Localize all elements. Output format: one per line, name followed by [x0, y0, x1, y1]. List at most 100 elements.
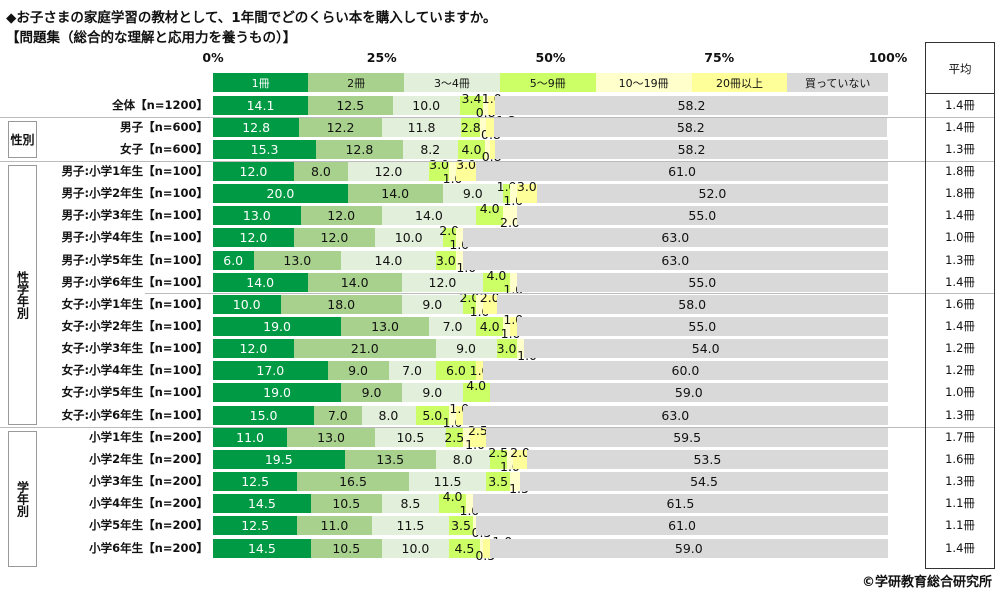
bar-segment	[316, 139, 403, 159]
bar-segment	[402, 383, 463, 403]
row-label: 小学5年生【n=200】	[89, 518, 208, 533]
data-label: 20.0	[266, 186, 295, 202]
chart-title: ◆お子さまの家庭学習の教材として、1年間でどのくらい本を購入していますか。	[6, 10, 497, 26]
bar-segment	[341, 317, 429, 336]
average-value: 1.4冊	[945, 97, 975, 112]
data-label: 4.5	[454, 540, 475, 556]
data-label: 8.5	[400, 496, 421, 512]
bar-segment	[506, 449, 514, 469]
bar-segment	[213, 272, 308, 292]
row-label: 小学6年生【n=200】	[89, 540, 208, 555]
bar-segment	[344, 449, 436, 469]
data-label: 2.0	[439, 223, 460, 239]
bar-segment	[516, 272, 888, 292]
bar-segment	[449, 405, 456, 425]
bar-segment	[489, 449, 507, 469]
bar-segment	[429, 317, 477, 336]
bar-segment	[341, 250, 436, 270]
data-label: 7.0	[442, 319, 463, 334]
bar-segment	[476, 161, 888, 181]
data-label: 11.0	[236, 429, 264, 445]
bar-segment	[461, 117, 481, 137]
data-label: 10.5	[396, 429, 425, 445]
data-label: 12.5	[241, 518, 270, 534]
data-label: 2.0	[510, 444, 531, 460]
row-label: 女子:小学3年生【n=100】	[61, 341, 208, 356]
bar-segment	[308, 95, 393, 115]
bar-segment	[213, 361, 328, 381]
bar-segment	[213, 161, 294, 181]
bar-segment	[456, 250, 463, 270]
x-tick-label: 100%	[868, 50, 908, 65]
data-label: 12.5	[241, 474, 270, 490]
data-label: 3.0	[429, 156, 450, 172]
bar-segment	[294, 161, 348, 181]
data-label: 54.0	[691, 341, 720, 357]
data-label: 60.0	[671, 363, 700, 379]
bar-segment	[435, 339, 497, 359]
bar-segment	[213, 427, 288, 447]
row-label: 男子【n=600】	[120, 119, 208, 134]
bar-segment	[462, 383, 490, 403]
bar-segment	[488, 95, 496, 115]
bar-segment	[449, 538, 480, 558]
data-label: 3.0	[496, 341, 517, 357]
bar-segment	[485, 117, 495, 137]
bar-segment	[496, 294, 888, 314]
bar-segment	[503, 206, 517, 226]
data-label: 17.0	[256, 363, 285, 379]
data-label: 6.0	[223, 252, 244, 268]
data-label: 9.0	[456, 341, 477, 357]
row-label: 全体【n=1200】	[112, 97, 208, 112]
bar-segment	[327, 361, 389, 381]
data-label: 63.0	[661, 407, 690, 423]
bar-segment	[472, 516, 477, 536]
bar-segment	[483, 538, 490, 558]
data-label: 3.5	[488, 474, 509, 490]
bar-segment	[213, 294, 281, 314]
bar-segment	[503, 184, 510, 204]
bar-segment	[408, 472, 487, 492]
data-label: 8.2	[420, 141, 441, 157]
average-value: 1.0冊	[945, 230, 975, 245]
data-label: 10.0	[232, 296, 261, 312]
average-value: 1.2冊	[945, 363, 975, 378]
bar-segment	[523, 339, 888, 359]
bar-segment	[456, 228, 463, 248]
bar-segment	[388, 361, 436, 381]
bar-segment	[375, 228, 443, 248]
x-tick-label: 25%	[366, 50, 397, 65]
data-label: 11.5	[433, 474, 462, 490]
bar-segment	[213, 184, 348, 204]
data-label: 9.0	[361, 385, 382, 401]
bar-segment	[392, 95, 461, 115]
average-value: 1.4冊	[945, 274, 975, 289]
data-label: 4.0	[479, 319, 500, 334]
bar-segment	[476, 294, 483, 314]
bar-segment	[516, 184, 537, 204]
bar-segment	[496, 339, 517, 359]
average-value: 1.3冊	[945, 407, 975, 422]
group-divider	[0, 427, 995, 428]
bar-segment	[314, 405, 362, 425]
bar-segment	[489, 538, 888, 558]
bar-segment	[213, 117, 300, 137]
average-value: 1.4冊	[945, 119, 975, 134]
data-label: 12.0	[374, 163, 403, 179]
data-label: 58.2	[677, 141, 706, 157]
average-value: 1.3冊	[945, 252, 975, 267]
data-label: 13.0	[283, 252, 312, 268]
legend-item: 1冊	[213, 73, 309, 92]
row-label: 男子:小学4年生【n=100】	[61, 230, 208, 245]
bar-segment	[516, 317, 888, 336]
bar-segment	[490, 139, 496, 159]
data-label: 14.1	[246, 97, 275, 113]
data-label: 3.0	[435, 252, 456, 268]
bar-segment	[456, 161, 477, 181]
bar-segment	[213, 538, 311, 558]
data-label: 4.0	[461, 141, 482, 157]
bar-segment	[213, 139, 317, 159]
bar-segment	[513, 449, 527, 469]
legend-item: 2冊	[308, 73, 405, 92]
